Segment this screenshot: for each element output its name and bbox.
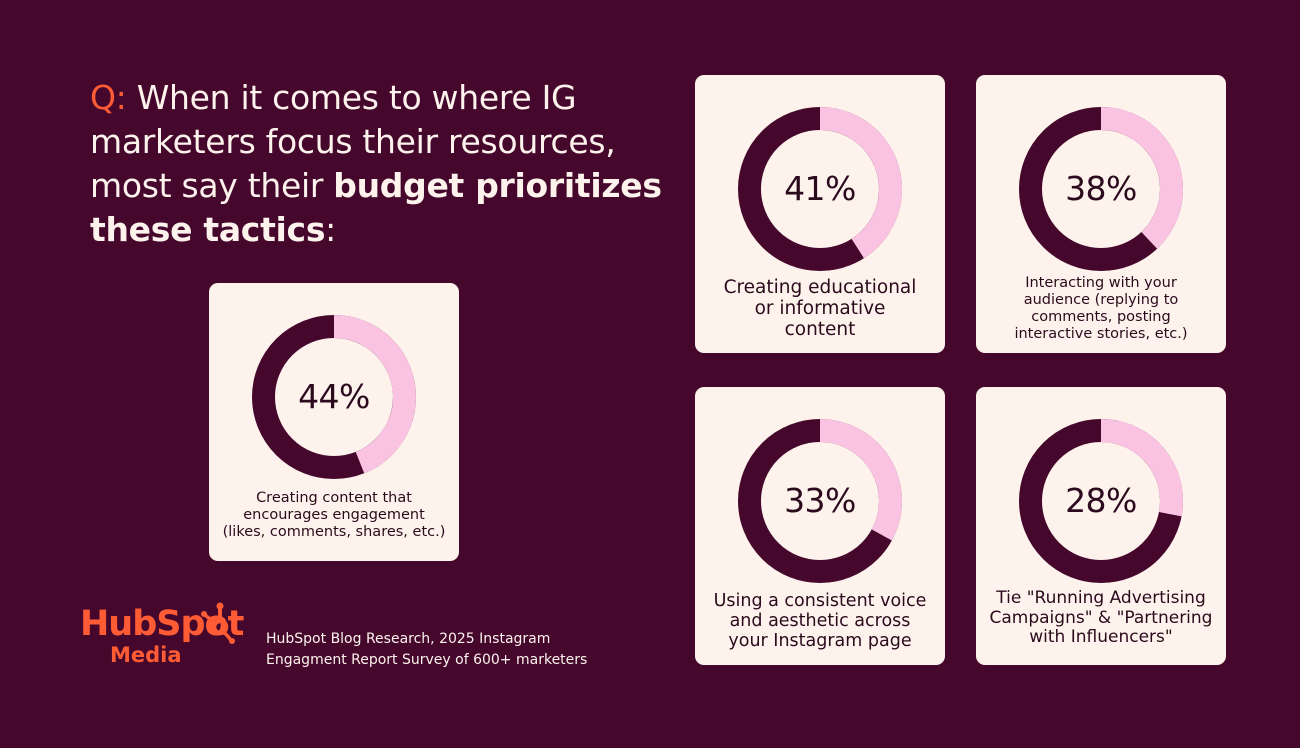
donut-chart bbox=[738, 419, 902, 583]
donut-card-advertising-influencers: 28% Tie "Running Advertising Campaigns" … bbox=[976, 387, 1226, 665]
hubspot-media-logo: HubSpot Media bbox=[80, 602, 244, 667]
brand-sub: Media bbox=[110, 643, 182, 667]
headline-prefix: Q: bbox=[90, 78, 127, 117]
headline-suffix: : bbox=[325, 210, 336, 249]
donut-label: Creating content that encourages engagem… bbox=[222, 490, 446, 540]
source-note: HubSpot Blog Research, 2025 Instagram En… bbox=[266, 631, 588, 668]
donut-value-arc bbox=[819, 107, 902, 259]
donut-chart bbox=[252, 315, 416, 479]
headline-text: When it comes to where IG marketers focu… bbox=[90, 78, 616, 205]
donut-percent: 44% bbox=[298, 377, 370, 416]
headline-bold: budget prioritizes these tactics bbox=[90, 166, 662, 249]
donut-label: Tie "Running Advertising Campaigns" & "P… bbox=[989, 588, 1213, 647]
hubspot-sprocket-icon bbox=[201, 602, 235, 644]
donut-chart bbox=[1019, 419, 1183, 583]
donut-percent: 28% bbox=[1065, 481, 1137, 520]
donut-value-arc bbox=[333, 315, 416, 474]
donut-value-arc bbox=[1100, 419, 1183, 517]
donut-label: Interacting with your audience (replying… bbox=[1014, 275, 1188, 342]
donut-percent: 41% bbox=[784, 169, 856, 208]
donut-label: Using a consistent voice and aesthetic a… bbox=[713, 591, 927, 651]
donut-card-interacting: 38% Interacting with your audience (repl… bbox=[976, 75, 1226, 353]
donut-label: Creating educational or informative cont… bbox=[723, 277, 917, 340]
donut-value-arc bbox=[1100, 107, 1183, 249]
donut-percent: 33% bbox=[784, 481, 856, 520]
donut-card-consistent-voice: 33% Using a consistent voice and aesthet… bbox=[695, 387, 945, 665]
donut-card-engagement: 44% Creating content that encourages eng… bbox=[209, 283, 459, 561]
donut-card-educational: 41% Creating educational or informative … bbox=[695, 75, 945, 353]
donut-value-arc bbox=[819, 419, 902, 541]
headline: Q: When it comes to where IG marketers f… bbox=[90, 76, 670, 252]
donut-percent: 38% bbox=[1065, 169, 1137, 208]
donut-chart bbox=[738, 107, 902, 271]
donut-chart bbox=[1019, 107, 1183, 271]
